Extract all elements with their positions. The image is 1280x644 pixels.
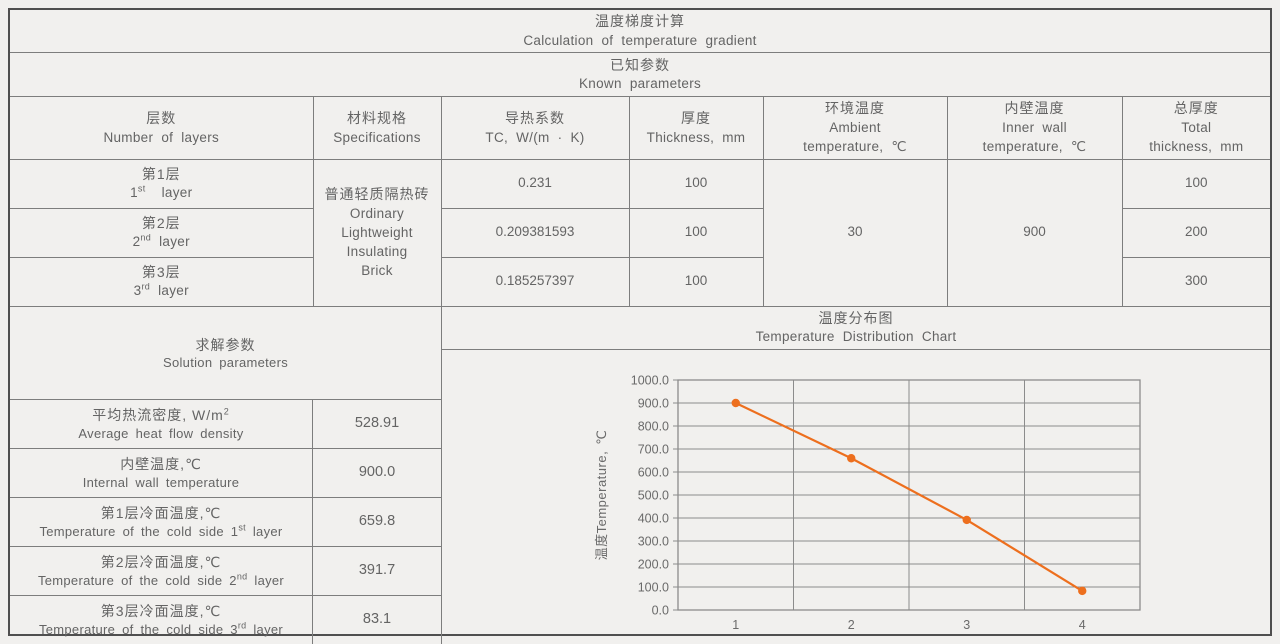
col-header-inner-wall: 内壁温度 Inner wall temperature, ℃ xyxy=(947,96,1123,160)
svg-text:200.0: 200.0 xyxy=(638,557,669,571)
cell-thickness-layer-3: 100 xyxy=(629,257,764,307)
cell-tc-layer-1: 0.231 xyxy=(441,159,630,209)
label-average-heat-flow-density: 平均热流密度, W/m2 Average heat flow density xyxy=(10,399,313,449)
svg-text:600.0: 600.0 xyxy=(638,465,669,479)
label-cold-side-layer-2: 第2层冷面温度,℃ Temperature of the cold side 2… xyxy=(10,546,313,596)
svg-text:3: 3 xyxy=(963,618,970,632)
label-internal-wall-temperature: 内壁温度,℃ Internal wall temperature xyxy=(10,448,313,498)
sheet-title-row: 温度梯度计算 Calculation of temperature gradie… xyxy=(10,10,1271,54)
svg-text:900.0: 900.0 xyxy=(638,396,669,410)
svg-text:500.0: 500.0 xyxy=(638,488,669,502)
col-header-total-thickness: 总厚度 Total thickness, mm xyxy=(1122,96,1271,160)
cell-layer-2-label: 第2层 2nd layer xyxy=(10,208,314,258)
solution-parameters-header: 求解参数 Solution parameters xyxy=(10,307,441,400)
svg-text:800.0: 800.0 xyxy=(638,419,669,433)
svg-text:温度Temperature, ℃: 温度Temperature, ℃ xyxy=(594,429,609,560)
cell-thickness-layer-1: 100 xyxy=(629,159,764,209)
cell-ambient-temperature: 30 xyxy=(763,159,948,307)
known-section-row: 已知参数 Known parameters xyxy=(10,52,1271,98)
svg-text:100.0: 100.0 xyxy=(638,580,669,594)
svg-text:400.0: 400.0 xyxy=(638,511,669,525)
value-cold-side-layer-2: 391.7 xyxy=(313,547,441,596)
col-header-ambient: 环境温度 Ambient temperature, ℃ xyxy=(763,96,948,160)
cell-material-spec: 普通轻质隔热砖 Ordinary Lightweight Insulating … xyxy=(313,159,442,307)
table-row-layer-2: 第2层 2nd layer 0.209381593 100 200 xyxy=(10,208,1271,258)
page-title-zh: 温度梯度计算 xyxy=(595,13,686,29)
cell-total-thickness-layer-3: 300 xyxy=(1122,257,1271,307)
svg-text:700.0: 700.0 xyxy=(638,442,669,456)
table-row-layer-3: 第3层 3rd layer 0.185257397 100 300 xyxy=(10,257,1271,307)
svg-text:4: 4 xyxy=(1079,618,1086,632)
svg-text:1: 1 xyxy=(732,618,739,632)
table-row-layer-1: 第1层 1st layer 普通轻质隔热砖 Ordinary Lightweig… xyxy=(10,159,1271,307)
label-cold-side-layer-1: 第1层冷面温度,℃ Temperature of the cold side 1… xyxy=(10,497,313,547)
cell-inner-wall-temperature: 900 xyxy=(947,159,1123,307)
temperature-distribution-chart: 0.0 100.0 200.0 300.0 400.0 500.0 600.0 700.0 80… xyxy=(442,350,1270,644)
solution-parameters-panel: 求解参数 Solution parameters 平均热流密度, W/m2 Av… xyxy=(10,306,442,644)
line-chart-svg: 0.0 100.0 200.0 300.0 400.0 500.0 600.0 700.0 80… xyxy=(594,373,1141,632)
col-header-specifications: 材料规格 Specifications xyxy=(313,96,442,160)
svg-text:1000.0: 1000.0 xyxy=(631,373,669,387)
col-header-tc: 导热系数 TC, W/(m · K) xyxy=(441,96,630,160)
svg-text:0.0: 0.0 xyxy=(652,603,669,617)
page-title-en: Calculation of temperature gradient xyxy=(523,32,757,48)
svg-text:2: 2 xyxy=(848,618,855,632)
cell-layer-1-label: 第1层 1st layer xyxy=(10,159,314,209)
chart-title: 温度分布图 Temperature Distribution Chart xyxy=(442,307,1270,350)
label-cold-side-layer-3: 第3层冷面温度,℃ Temperature of the cold side 3… xyxy=(10,595,313,644)
cell-tc-layer-3: 0.185257397 xyxy=(441,257,630,307)
svg-text:300.0: 300.0 xyxy=(638,534,669,548)
cell-total-thickness-layer-1: 100 xyxy=(1122,159,1271,209)
col-header-thickness: 厚度 Thickness, mm xyxy=(629,96,764,160)
cell-tc-layer-2: 0.209381593 xyxy=(441,208,630,258)
column-header-row: 层数 Number of layers 材料规格 Specifications … xyxy=(10,96,1271,160)
cell-total-thickness-layer-2: 200 xyxy=(1122,208,1271,258)
cell-thickness-layer-2: 100 xyxy=(629,208,764,258)
col-header-layers: 层数 Number of layers xyxy=(10,96,314,160)
chart-panel: 温度分布图 Temperature Distribution Chart 0.0… xyxy=(442,307,1270,644)
value-cold-side-layer-3: 83.1 xyxy=(362,611,392,628)
known-section-header: 已知参数 Known parameters xyxy=(10,52,1271,98)
cell-layer-3-label: 第3层 3rd layer xyxy=(10,257,314,307)
bottom-section: 求解参数 Solution parameters 平均热流密度, W/m2 Av… xyxy=(10,306,1270,644)
page-title: 温度梯度计算 Calculation of temperature gradie… xyxy=(10,10,1271,54)
value-internal-wall-temperature: 900.0 xyxy=(313,449,441,498)
calculation-sheet: 温度梯度计算 Calculation of temperature gradie… xyxy=(8,8,1272,644)
known-parameters-table: 温度梯度计算 Calculation of temperature gradie… xyxy=(10,10,1271,307)
value-cold-side-layer-1: 659.8 xyxy=(313,498,441,547)
value-average-heat-flow-density: 528.91 xyxy=(313,400,441,449)
